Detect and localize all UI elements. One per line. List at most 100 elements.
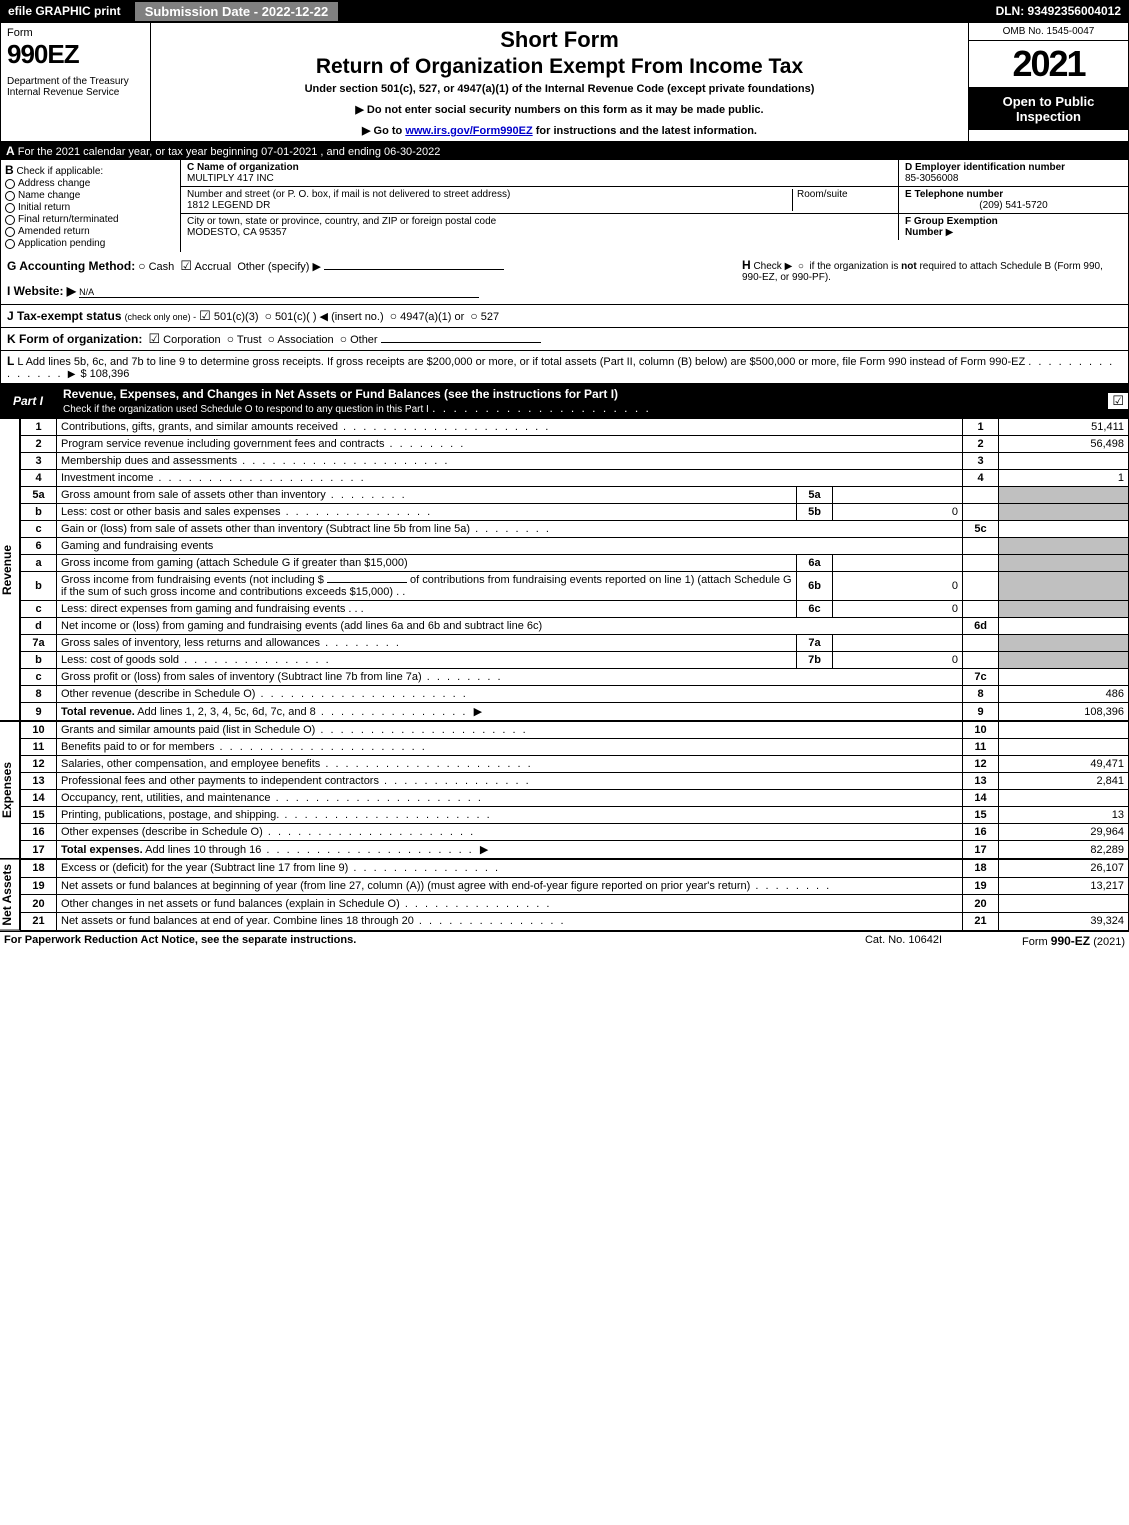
g-label: G Accounting Method: [7, 259, 135, 273]
table-row: 17Total expenses. Add lines 10 through 1… [21, 841, 1129, 859]
netassets-side-label: Net Assets [0, 859, 20, 931]
part1-check[interactable] [1108, 393, 1128, 409]
accrual-check[interactable] [180, 261, 192, 273]
check-name[interactable]: Name change [5, 190, 174, 201]
501c-check[interactable] [265, 311, 272, 323]
part1-tab: Part I [1, 392, 55, 410]
b-label: Check if applicable: [16, 166, 103, 177]
table-row: aGross income from gaming (attach Schedu… [21, 555, 1129, 572]
l-text: L Add lines 5b, 6c, and 7b to line 9 to … [17, 356, 1025, 368]
table-row: 18Excess or (deficit) for the year (Subt… [21, 860, 1129, 878]
paperwork-notice: For Paperwork Reduction Act Notice, see … [4, 934, 356, 948]
tax-year: 2021 [969, 41, 1128, 88]
letter-a: A [6, 144, 15, 158]
table-row: 5aGross amount from sale of assets other… [21, 487, 1129, 504]
i-label: I Website: ▶ [7, 284, 76, 298]
street-value: 1812 LEGEND DR [187, 200, 270, 211]
table-row: bLess: cost or other basis and sales exp… [21, 504, 1129, 521]
header-center: Short Form Return of Organization Exempt… [151, 23, 968, 141]
part1-title: Revenue, Expenses, and Changes in Net As… [55, 385, 1108, 417]
section-b-f: B Check if applicable: Address change Na… [0, 160, 1129, 252]
revenue-section: Revenue 1Contributions, gifts, grants, a… [0, 418, 1129, 721]
c-label: C Name of organization [187, 162, 299, 173]
return-title: Return of Organization Exempt From Incom… [159, 55, 960, 79]
form-word: Form [7, 27, 144, 39]
table-row: 2Program service revenue including gover… [21, 436, 1129, 453]
h-text: Check ▶ ○ if the organization is not req… [742, 261, 1103, 283]
section-h: H Check ▶ ○ if the organization is not r… [742, 258, 1122, 298]
l-value: $ 108,396 [80, 368, 129, 380]
check-initial[interactable]: Initial return [5, 202, 174, 213]
table-row: cGross profit or (loss) from sales of in… [21, 669, 1129, 686]
assoc-check[interactable] [268, 334, 275, 346]
instr2-prefix: ▶ Go to [362, 125, 405, 137]
table-row: 8Other revenue (describe in Schedule O)8… [21, 686, 1129, 703]
ein: 85-3056008 [905, 173, 958, 184]
e-label: E Telephone number [905, 189, 1003, 200]
other-check[interactable] [340, 334, 347, 346]
d-label: D Employer identification number [905, 162, 1065, 173]
open-to-public: Open to Public Inspection [969, 88, 1128, 130]
table-row: 19Net assets or fund balances at beginni… [21, 877, 1129, 895]
website: N/A [79, 287, 479, 298]
table-row: 4Investment income41 [21, 470, 1129, 487]
form-number: 990EZ [7, 39, 144, 70]
row-j: J Tax-exempt status (check only one) - 5… [0, 305, 1129, 328]
check-address[interactable]: Address change [5, 178, 174, 189]
table-row: 12Salaries, other compensation, and empl… [21, 756, 1129, 773]
corp-check[interactable] [148, 334, 160, 346]
expenses-section: Expenses 10Grants and similar amounts pa… [0, 721, 1129, 859]
footer: For Paperwork Reduction Act Notice, see … [0, 931, 1129, 950]
irs-link[interactable]: www.irs.gov/Form990EZ [405, 125, 532, 137]
table-row: 13Professional fees and other payments t… [21, 773, 1129, 790]
row-a: A For the 2021 calendar year, or tax yea… [0, 142, 1129, 160]
check-pending[interactable]: Application pending [5, 238, 174, 249]
table-row: 10Grants and similar amounts paid (list … [21, 722, 1129, 739]
table-row: cLess: direct expenses from gaming and f… [21, 601, 1129, 618]
trust-check[interactable] [227, 334, 234, 346]
revenue-side-label: Revenue [0, 418, 20, 721]
revenue-table: 1Contributions, gifts, grants, and simil… [20, 418, 1129, 721]
row-l: L L Add lines 5b, 6c, and 7b to line 9 t… [0, 351, 1129, 384]
b-right: D Employer identification number 85-3056… [898, 160, 1128, 252]
table-row: 21Net assets or fund balances at end of … [21, 912, 1129, 930]
dln: DLN: 93492356004012 [988, 4, 1129, 18]
f-arrow: ▶ [946, 227, 954, 238]
table-row: 9Total revenue. Add lines 1, 2, 3, 4, 5c… [21, 703, 1129, 721]
row-k: K Form of organization: Corporation Trus… [0, 328, 1129, 351]
form-no: Form 990-EZ (2021) [1022, 934, 1125, 948]
cash-check[interactable] [138, 261, 145, 273]
efile-label[interactable]: efile GRAPHIC print [0, 4, 129, 18]
table-row: 6Gaming and fundraising events [21, 538, 1129, 555]
table-row: 15Printing, publications, postage, and s… [21, 807, 1129, 824]
room-label: Room/suite [797, 189, 848, 200]
table-row: bGross income from fundraising events (n… [21, 572, 1129, 601]
table-row: 14Occupancy, rent, utilities, and mainte… [21, 790, 1129, 807]
instr2-suffix: for instructions and the latest informat… [533, 125, 757, 137]
501c3-check[interactable] [199, 311, 211, 323]
short-form-title: Short Form [159, 27, 960, 53]
check-final[interactable]: Final return/terminated [5, 214, 174, 225]
4947-check[interactable] [390, 311, 397, 323]
top-bar: efile GRAPHIC print Submission Date - 20… [0, 0, 1129, 22]
table-row: 3Membership dues and assessments3 [21, 453, 1129, 470]
org-name: MULTIPLY 417 INC [187, 173, 274, 184]
table-row: 1Contributions, gifts, grants, and simil… [21, 419, 1129, 436]
expenses-side-label: Expenses [0, 721, 20, 859]
instruction-2: ▶ Go to www.irs.gov/Form990EZ for instru… [159, 124, 960, 137]
department: Department of the Treasury Internal Reve… [7, 76, 144, 98]
row-a-text: For the 2021 calendar year, or tax year … [18, 146, 441, 158]
submission-date: Submission Date - 2022-12-22 [133, 0, 341, 23]
table-row: 7aGross sales of inventory, less returns… [21, 635, 1129, 652]
cat-no: Cat. No. 10642I [865, 934, 942, 948]
city-label: City or town, state or province, country… [187, 216, 496, 227]
table-row: dNet income or (loss) from gaming and fu… [21, 618, 1129, 635]
form-header: Form 990EZ Department of the Treasury In… [0, 22, 1129, 142]
527-check[interactable] [470, 311, 477, 323]
netassets-section: Net Assets 18Excess or (deficit) for the… [0, 859, 1129, 931]
expenses-table: 10Grants and similar amounts paid (list … [20, 721, 1129, 859]
check-amended[interactable]: Amended return [5, 226, 174, 237]
table-row: cGain or (loss) from sale of assets othe… [21, 521, 1129, 538]
city-value: MODESTO, CA 95357 [187, 227, 287, 238]
subtitle: Under section 501(c), 527, or 4947(a)(1)… [159, 83, 960, 95]
